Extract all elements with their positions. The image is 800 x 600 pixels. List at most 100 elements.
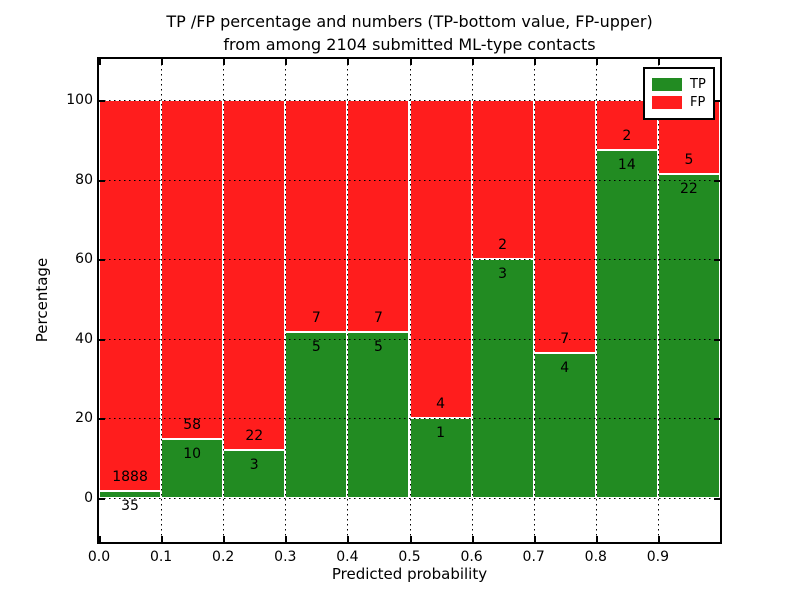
bar-tp-9: [657, 173, 720, 498]
bar-tp-7: [533, 353, 596, 498]
annotation-tp-count-3: 5: [311, 339, 321, 356]
y-tick-left-20: [99, 418, 105, 421]
annotation-tp-count-8: 14: [617, 156, 636, 173]
annotation-fp-count-3: 7: [311, 310, 321, 327]
x-tick-bottom-9: [657, 536, 660, 542]
bar-fp-7: [533, 100, 596, 354]
x-tick-bottom-3: [285, 536, 288, 542]
gridline-x-0.9: [657, 59, 659, 542]
y-tick-left-80: [99, 179, 105, 182]
bar-fp-0: [99, 100, 162, 491]
y-tick-label-100: 100: [66, 92, 93, 108]
x-tick-bottom-1: [161, 536, 164, 542]
y-tick-right-0: [714, 498, 720, 500]
x-tick-top-4: [347, 59, 350, 65]
y-tick-label-0: 0: [84, 490, 93, 506]
annotation-tp-count-1: 10: [183, 446, 202, 463]
x-tick-top-9: [657, 59, 660, 65]
x-tick-top-5: [409, 59, 412, 65]
x-axis-label: Predicted probability: [331, 565, 488, 583]
gridline-x-0.7: [533, 59, 535, 542]
legend-swatch-fp-icon: [652, 96, 682, 109]
x-tick-top-6: [471, 59, 474, 65]
x-tick-label-0.7: 0.7: [522, 549, 545, 565]
gridline-x-0.4: [347, 59, 349, 542]
chart-title: TP /FP percentage and numbers (TP-bottom…: [99, 10, 720, 56]
x-tick-label-0.6: 0.6: [460, 549, 483, 565]
x-tick-top-1: [161, 59, 164, 65]
y-tick-right-80: [714, 179, 720, 182]
annotation-fp-count-5: 4: [436, 396, 445, 413]
annotation-fp-count-2: 22: [245, 428, 264, 445]
legend: TP FP: [643, 67, 715, 120]
plot-area: 1888 35 58 10 22 3 7 5 7 5 4 1 2 3 7 4 2 14 5 22: [99, 59, 720, 542]
x-tick-label-0.2: 0.2: [212, 549, 235, 565]
x-tick-label-0.9: 0.9: [646, 549, 670, 565]
legend-row-fp: FP: [652, 95, 706, 110]
legend-label-tp: TP: [690, 77, 706, 92]
bar-tp-4: [347, 332, 410, 498]
annotation-fp-count-1: 58: [183, 417, 202, 434]
annotation-tp-count-2: 3: [249, 457, 259, 474]
y-tick-right-20: [714, 418, 720, 421]
annotation-fp-count-7: 7: [560, 331, 570, 348]
legend-swatch-tp-icon: [652, 78, 682, 91]
annotation-fp-count-6: 2: [498, 237, 508, 254]
y-tick-label-40: 40: [75, 330, 93, 347]
x-tick-top-8: [595, 59, 598, 65]
x-tick-label-0.0: 0.0: [87, 549, 111, 565]
gridline-x-0.2: [223, 59, 225, 542]
x-tick-bottom-2: [223, 536, 226, 542]
annotation-fp-count-0: 1888: [112, 468, 148, 485]
annotation-tp-count-7: 4: [560, 360, 570, 377]
gridline-x-0.1: [161, 59, 163, 542]
annotation-tp-count-9: 22: [680, 180, 698, 197]
x-tick-label-0.5: 0.5: [398, 549, 421, 565]
y-tick-left-60: [99, 259, 105, 262]
y-tick-left-100: [99, 100, 105, 102]
y-tick-left-0: [99, 498, 105, 500]
x-tick-label-0.4: 0.4: [336, 549, 359, 565]
gridline-x-0.3: [285, 59, 287, 542]
x-tick-bottom-6: [471, 536, 474, 542]
bar-fp-1: [161, 100, 224, 440]
x-tick-bottom-8: [595, 536, 598, 542]
annotation-tp-count-6: 3: [498, 266, 508, 283]
chart-title-line1: TP /FP percentage and numbers (TP-bottom…: [166, 12, 653, 31]
x-tick-bottom-5: [409, 536, 412, 542]
gridline-x-0.8: [595, 59, 597, 542]
legend-label-fp: FP: [690, 95, 706, 110]
legend-row-tp: TP: [652, 77, 706, 92]
y-tick-label-20: 20: [75, 410, 93, 427]
x-tick-top-3: [285, 59, 288, 65]
y-axis-label: Percentage: [33, 257, 51, 343]
x-tick-top-2: [223, 59, 226, 65]
annotation-fp-count-9: 5: [684, 151, 694, 168]
bar-fp-4: [347, 100, 410, 333]
y-tick-right-40: [714, 338, 720, 341]
x-tick-label-0.8: 0.8: [584, 549, 607, 565]
x-tick-top-0: [99, 59, 101, 65]
annotation-fp-count-4: 7: [373, 310, 383, 327]
x-tick-label-0.3: 0.3: [274, 549, 297, 565]
gridline-x-0.6: [471, 59, 473, 542]
bar-tp-0: [99, 490, 162, 498]
y-tick-right-60: [714, 259, 720, 262]
y-tick-right-100: [714, 100, 720, 102]
bar-tp-3: [285, 332, 348, 498]
x-tick-bottom-0: [99, 536, 101, 542]
annotation-fp-count-8: 2: [622, 127, 632, 144]
gridline-x-0.5: [409, 59, 411, 542]
bar-tp-1: [161, 439, 224, 498]
x-tick-top-7: [533, 59, 536, 65]
x-tick-label-0.1: 0.1: [149, 549, 173, 565]
bar-fp-3: [285, 100, 348, 333]
y-tick-label-80: 80: [75, 171, 93, 188]
annotation-tp-count-4: 5: [373, 339, 383, 356]
bar-fp-2: [223, 100, 286, 451]
y-tick-label-60: 60: [75, 251, 93, 268]
annotation-tp-count-0: 35: [121, 497, 139, 514]
bar-tp-6: [471, 259, 534, 498]
bar-tp-8: [595, 149, 658, 498]
